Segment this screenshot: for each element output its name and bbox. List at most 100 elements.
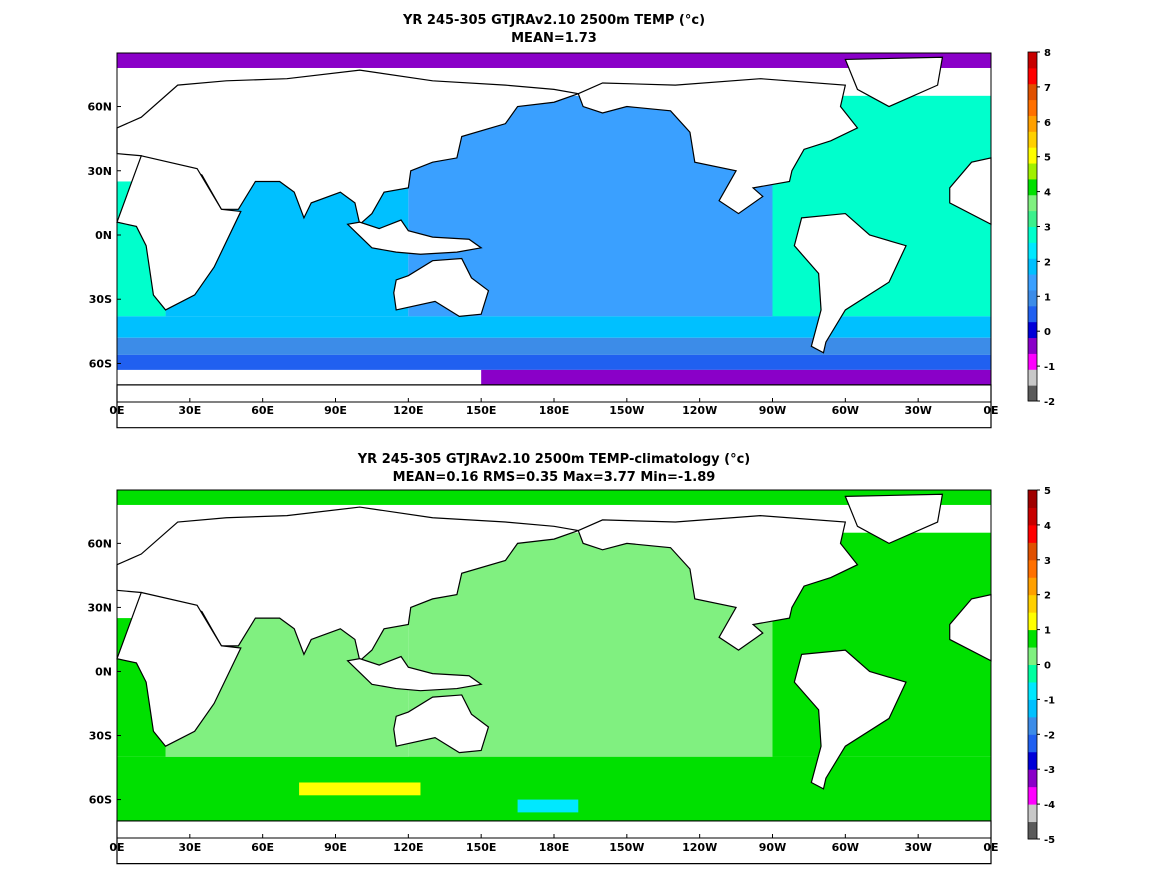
y-tick-label: 60N <box>87 537 112 550</box>
x-tick-label: 0E <box>983 404 998 417</box>
x-tick-label: 60W <box>832 404 859 417</box>
colorbar-tick-label: 3 <box>1044 223 1051 234</box>
colorbar-segment <box>1028 821 1037 840</box>
colorbar-segment <box>1028 274 1037 291</box>
x-tick-label: 150W <box>609 841 644 854</box>
colorbar-tick-label: -3 <box>1044 765 1055 776</box>
land-antarctica <box>116 820 992 865</box>
land-greenland <box>844 56 944 108</box>
land-antarctica <box>116 384 992 429</box>
ocean-southern-high <box>299 782 421 796</box>
y-tick-label: 0N <box>95 229 112 242</box>
colorbar-segment <box>1028 131 1037 148</box>
colorbar-segment <box>1028 629 1037 648</box>
colorbar-tick-label: 4 <box>1044 521 1051 532</box>
x-tick-label: 90W <box>759 841 786 854</box>
x-tick-label: 0E <box>983 841 998 854</box>
land-africa-west <box>949 157 992 226</box>
colorbar-segment <box>1028 258 1037 275</box>
x-tick-label: 180E <box>539 404 569 417</box>
colorbar-segment <box>1028 612 1037 631</box>
ocean-arctic <box>117 490 991 505</box>
colorbar-tick-label: -1 <box>1044 695 1055 706</box>
colorbar-tick-label: -2 <box>1044 397 1055 408</box>
land-south-america <box>793 212 907 354</box>
colorbar-segment <box>1028 226 1037 243</box>
colorbar-tick-label: 1 <box>1044 626 1051 637</box>
land-australia <box>393 257 490 317</box>
colorbar-segment <box>1028 194 1037 212</box>
x-tick-label: 60E <box>251 841 274 854</box>
y-tick-label: 30S <box>89 730 112 743</box>
colorbar-tick-label: 3 <box>1044 556 1051 567</box>
colorbar-segment <box>1028 664 1037 683</box>
colorbar-segment <box>1028 577 1037 596</box>
colorbar-segment <box>1028 751 1037 770</box>
colorbar-segment <box>1028 559 1037 578</box>
colorbar-segment <box>1028 210 1037 227</box>
colorbar-segment <box>1028 681 1037 700</box>
colorbar-tick-label: 1 <box>1044 292 1051 303</box>
colorbar-segment <box>1028 594 1037 613</box>
x-tick-label: 120W <box>682 841 717 854</box>
ocean-southern-negative <box>517 799 579 813</box>
colorbar-segment <box>1028 369 1037 386</box>
x-tick-label: 30E <box>178 404 201 417</box>
colorbar-segment <box>1028 337 1037 354</box>
x-tick-label: 180E <box>539 841 569 854</box>
colorbar-tick-label: 2 <box>1044 257 1051 268</box>
land-africa <box>116 591 242 747</box>
ocean-southern-3 <box>117 354 991 370</box>
colorbar-segment <box>1028 321 1037 339</box>
x-tick-label: 30W <box>904 841 931 854</box>
colorbar-tick-label: 4 <box>1044 188 1051 199</box>
land-indonesia <box>346 219 483 255</box>
land-north-america <box>577 78 859 215</box>
panel-1: YR 245-305 GTJRAv2.10 2500m TEMP (°c) ME… <box>87 13 1055 429</box>
y-tick-label: 0N <box>95 665 112 678</box>
land-north-america <box>577 515 859 651</box>
panel-2-colorbar: 5 4 3 2 1 0 -1 -2 -3 -4 -5 <box>1027 486 1055 846</box>
colorbar-segment <box>1028 99 1037 116</box>
colorbar-segment <box>1028 147 1037 164</box>
land-south-america <box>793 649 907 790</box>
colorbar-tick-label: 5 <box>1044 153 1051 164</box>
x-tick-label: 0E <box>109 404 124 417</box>
y-tick-label: 30N <box>87 165 112 178</box>
colorbar-segment <box>1028 178 1037 196</box>
colorbar-segment <box>1028 699 1037 718</box>
panel-1-subtitle: MEAN=1.73 <box>511 31 597 46</box>
colorbar-segment <box>1028 647 1037 665</box>
x-tick-label: 120E <box>393 841 423 854</box>
colorbar-tick-label: 2 <box>1044 591 1051 602</box>
colorbar-tick-label: -5 <box>1044 835 1055 846</box>
colorbar-tick-label: 0 <box>1044 327 1051 338</box>
colorbar-segment <box>1028 769 1037 788</box>
x-tick-label: 150E <box>466 404 496 417</box>
colorbar-segment <box>1028 353 1037 370</box>
y-tick-label: 30N <box>87 601 112 614</box>
colorbar-segment <box>1028 786 1037 805</box>
colorbar-segment <box>1028 163 1037 180</box>
panel-1-title: YR 245-305 GTJRAv2.10 2500m TEMP (°c) <box>402 13 705 28</box>
x-tick-label: 90W <box>759 404 786 417</box>
x-tick-label: 90E <box>324 841 347 854</box>
colorbar-tick-label: 6 <box>1044 118 1051 129</box>
x-tick-label: 0E <box>109 841 124 854</box>
land-africa-west <box>949 593 992 662</box>
panel-2-y-ticks: 60N 30N 0N 30S 60S <box>87 537 121 807</box>
colorbar-tick-label: 7 <box>1044 83 1051 94</box>
panel-1-y-ticks: 60N 30N 0N 30S 60S <box>87 101 121 370</box>
colorbar-segment <box>1028 507 1037 526</box>
land-australia <box>393 694 490 754</box>
x-tick-label: 120W <box>682 404 717 417</box>
panel-1-map <box>116 52 992 429</box>
colorbar-segment <box>1028 83 1037 101</box>
ocean-southern-1 <box>117 316 991 338</box>
colorbar-tick-label: -1 <box>1044 362 1055 373</box>
ocean-arctic <box>117 53 991 68</box>
colorbar-tick-label: 0 <box>1044 661 1051 672</box>
x-tick-label: 60E <box>251 404 274 417</box>
y-tick-label: 60S <box>89 794 112 807</box>
